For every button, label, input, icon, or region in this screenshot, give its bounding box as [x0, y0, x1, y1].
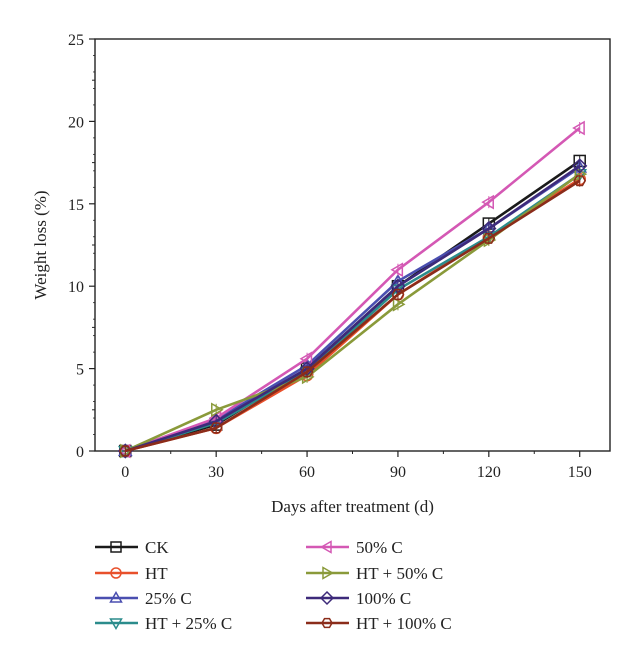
series-line: [124, 164, 581, 453]
legend-label: HT: [145, 564, 168, 583]
x-tick-label: 120: [477, 464, 501, 481]
x-tick-label: 30: [208, 464, 224, 481]
legend-marker: [320, 540, 332, 554]
legend-label: 100% C: [356, 589, 411, 608]
data-point: [573, 175, 587, 187]
x-tick-label: 60: [299, 464, 315, 481]
data-point: [391, 288, 405, 300]
legend-item: HT + 50% C: [306, 564, 443, 583]
series-50-c: [117, 120, 585, 459]
x-tick-label: 150: [568, 464, 592, 481]
legend-marker: [109, 591, 123, 603]
series-line: [124, 159, 581, 453]
legend: CK HT 25% C HT + 25% C 50% C HT + 50% C 100% C…: [95, 538, 452, 633]
axes: 0 5 10 15 20 25 0 30 60 90 120 150: [68, 32, 611, 481]
plot-frame: [94, 38, 611, 452]
legend-item: HT: [95, 564, 168, 583]
legend-item: 25% C: [95, 589, 192, 608]
legend-item: HT + 100% C: [306, 614, 452, 633]
legend-label: HT + 100% C: [356, 614, 452, 633]
data-point: [390, 262, 404, 278]
legend-marker: [322, 566, 334, 580]
legend-item: 100% C: [306, 589, 411, 608]
legend-item: CK: [95, 538, 169, 557]
y-tick-label: 20: [68, 114, 84, 131]
x-tick-label: 0: [121, 464, 129, 481]
y-tick-label: 25: [68, 32, 84, 49]
series-line: [124, 166, 581, 453]
legend-marker: [109, 618, 123, 630]
y-axis-title: Weight loss (%): [31, 190, 50, 299]
legend-marker: [110, 567, 122, 579]
legend-label: 50% C: [356, 538, 403, 557]
data-point: [482, 232, 496, 244]
series-layer: [117, 120, 588, 459]
series-line: [124, 179, 581, 453]
data-point: [481, 194, 494, 210]
data-point: [392, 296, 406, 312]
legend-item: HT + 25% C: [95, 614, 232, 633]
data-point: [299, 351, 313, 367]
x-axis-title: Days after treatment (d): [271, 497, 434, 516]
legend-label: HT + 50% C: [356, 564, 443, 583]
legend-marker: [319, 590, 335, 606]
series-ck: [119, 154, 586, 458]
data-point: [118, 445, 132, 457]
legend-marker: [321, 617, 333, 629]
x-tick-label: 90: [390, 464, 406, 481]
y-tick-label: 0: [76, 444, 84, 461]
legend-marker: [110, 541, 122, 553]
legend-item: 50% C: [306, 538, 403, 557]
y-tick-label: 15: [68, 197, 84, 214]
data-point: [572, 120, 585, 136]
y-tick-label: 5: [76, 362, 84, 379]
data-point: [572, 158, 588, 174]
legend-label: HT + 25% C: [145, 614, 232, 633]
legend-label: CK: [145, 538, 169, 557]
data-point: [211, 402, 224, 418]
series-line: [124, 173, 581, 453]
data-point: [300, 366, 314, 378]
y-tick-label: 10: [68, 279, 84, 296]
legend-label: 25% C: [145, 589, 192, 608]
data-point: [209, 422, 223, 434]
series-ht-100-c: [118, 174, 587, 457]
data-point: [120, 443, 133, 459]
series-line: [124, 126, 581, 453]
